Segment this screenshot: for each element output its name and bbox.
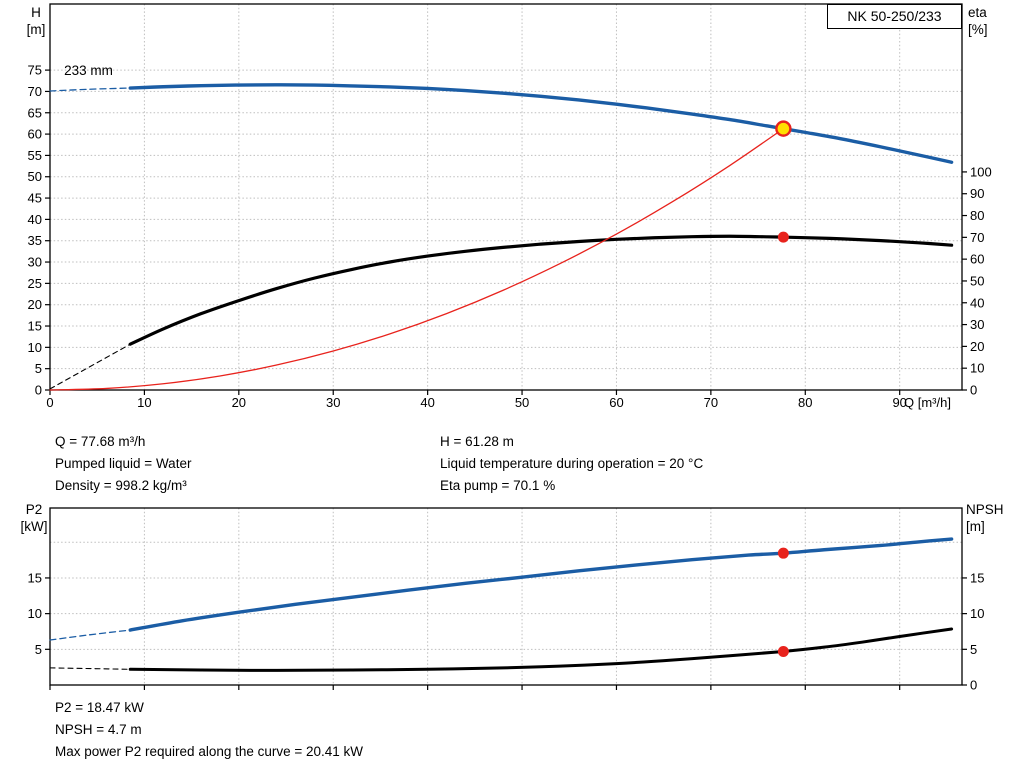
eta-axis-title-line2: [%]: [968, 22, 988, 37]
plot-frame: [49, 3, 963, 391]
right-tick-label: 100: [970, 164, 992, 179]
p2-axis-title-line1: P2: [25, 502, 43, 517]
plot-frame: [49, 507, 963, 686]
right-tick-label: 15: [970, 570, 984, 585]
left-tick-label: 5: [35, 642, 42, 657]
right-tick-label: 80: [970, 208, 984, 223]
duty-point-hq[interactable]: [775, 120, 792, 137]
right-tick-label: 10: [970, 361, 984, 376]
efficiency-curve: [128, 234, 954, 346]
x-tick-label: 20: [232, 395, 246, 410]
x-axis-label: Q [m³/h]: [904, 395, 951, 410]
left-tick-label: 60: [28, 127, 42, 142]
x-tick-label: 90: [892, 395, 906, 410]
right-tick-label: 5: [970, 642, 977, 657]
right-tick-label: 30: [970, 317, 984, 332]
npsh-axis-title-line1: NPSH: [966, 502, 1004, 517]
left-tick-label: 35: [28, 233, 42, 248]
left-tick-label: 10: [28, 340, 42, 355]
npsh-curve: [128, 627, 954, 672]
right-tick-label: 60: [970, 252, 984, 267]
info-line-density: Density = 998.2 kg/m³: [55, 478, 187, 493]
left-tick-label: 70: [28, 84, 42, 99]
x-tick-label: 10: [137, 395, 151, 410]
p2-axis-title: P2 [kW]: [14, 501, 54, 535]
efficiency-curve-lead-dashed: [49, 343, 131, 390]
right-tick-label: 0: [970, 383, 977, 398]
h-axis-title-line2: [m]: [26, 22, 46, 37]
right-tick-label: 90: [970, 186, 984, 201]
info-line-head: H = 61.28 m: [440, 434, 514, 449]
left-tick-label: 50: [28, 169, 42, 184]
right-tick-label: 50: [970, 273, 984, 288]
p2-npsh-chart: 5 10 15 0 5 10 15: [28, 507, 984, 693]
duty-info-column-right: H = 61.28 m Liquid temperature during op…: [440, 431, 703, 497]
eta-axis-title-line1: eta: [968, 5, 987, 20]
left-tick-label: 75: [28, 63, 42, 78]
head-curve-lead-dashed: [49, 87, 131, 92]
right-tick-label: 70: [970, 230, 984, 245]
info-line-eta-pump: Eta pump = 70.1 %: [440, 478, 556, 493]
duty-point-eta[interactable]: [777, 231, 789, 243]
duty-info-column-left: Q = 77.68 m³/h Pumped liquid = Water Den…: [55, 431, 191, 497]
left-tick-label: 55: [28, 148, 42, 163]
left-tick-label: 20: [28, 297, 42, 312]
x-tick-label: 60: [609, 395, 623, 410]
h-axis-title: H [m]: [18, 4, 54, 38]
left-tick-label: 5: [35, 361, 42, 376]
right-tick-label: 0: [970, 678, 977, 693]
left-tick-label: 65: [28, 105, 42, 120]
info-line-max-power: Max power P2 required along the curve = …: [55, 744, 364, 759]
pump-model-badge: NK 50-250/233: [827, 4, 962, 29]
info-line-flow: Q = 77.68 m³/h: [55, 434, 146, 449]
duty-parabola: [49, 127, 785, 391]
duty-point-p2[interactable]: [777, 547, 789, 559]
right-tick-label: 20: [970, 339, 984, 354]
left-tick-label: 15: [28, 319, 42, 334]
left-tick-label: 10: [28, 606, 42, 621]
impeller-diameter-label: 233 mm: [64, 63, 113, 78]
left-tick-label: 40: [28, 212, 42, 227]
left-tick-label: 25: [28, 276, 42, 291]
p2-curve-lead-dashed: [49, 629, 131, 641]
x-tick-label: 30: [326, 395, 340, 410]
x-tick-label: 70: [704, 395, 718, 410]
p2-curve: [128, 537, 954, 632]
duty-point-npsh[interactable]: [777, 645, 789, 657]
p2-axis-title-line2: [kW]: [20, 519, 48, 534]
npsh-axis-title-line2: [m]: [966, 519, 985, 534]
info-line-npsh: NPSH = 4.7 m: [55, 722, 142, 737]
left-tick-label: 30: [28, 255, 42, 270]
x-tick-label: 0: [46, 395, 53, 410]
h-axis-title-line1: H: [31, 5, 41, 20]
right-tick-label: 10: [970, 606, 984, 621]
x-tick-label: 40: [420, 395, 434, 410]
x-tick-label: 80: [798, 395, 812, 410]
info-line-p2: P2 = 18.47 kW: [55, 700, 144, 715]
npsh-curve-lead-dashed: [49, 667, 131, 670]
left-tick-label: 45: [28, 191, 42, 206]
info-line-liquid-temperature: Liquid temperature during operation = 20…: [440, 456, 704, 471]
power-npsh-info-block: P2 = 18.47 kW NPSH = 4.7 m Max power P2 …: [55, 697, 363, 763]
left-tick-label: 15: [28, 570, 42, 585]
eta-axis-title: eta [%]: [968, 4, 988, 38]
head-curve-233mm: [128, 83, 954, 164]
left-tick-label: 0: [35, 383, 42, 398]
npsh-axis-title: NPSH [m]: [966, 501, 1004, 535]
right-tick-label: 40: [970, 295, 984, 310]
hq-eta-chart: 0 10 20 30 40 50 60 70 80 90 0 5 10 15 20 25 30 35 40 45 50 5…: [28, 3, 992, 410]
x-tick-label: 50: [515, 395, 529, 410]
info-line-pumped-liquid: Pumped liquid = Water: [55, 456, 192, 471]
